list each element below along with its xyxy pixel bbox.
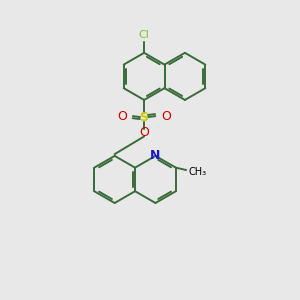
Text: O: O: [161, 110, 171, 123]
Text: S: S: [140, 111, 148, 124]
Text: O: O: [117, 110, 127, 123]
Text: Cl: Cl: [139, 31, 149, 40]
Text: O: O: [139, 126, 149, 140]
Text: CH₃: CH₃: [188, 167, 207, 177]
Text: N: N: [150, 149, 161, 162]
